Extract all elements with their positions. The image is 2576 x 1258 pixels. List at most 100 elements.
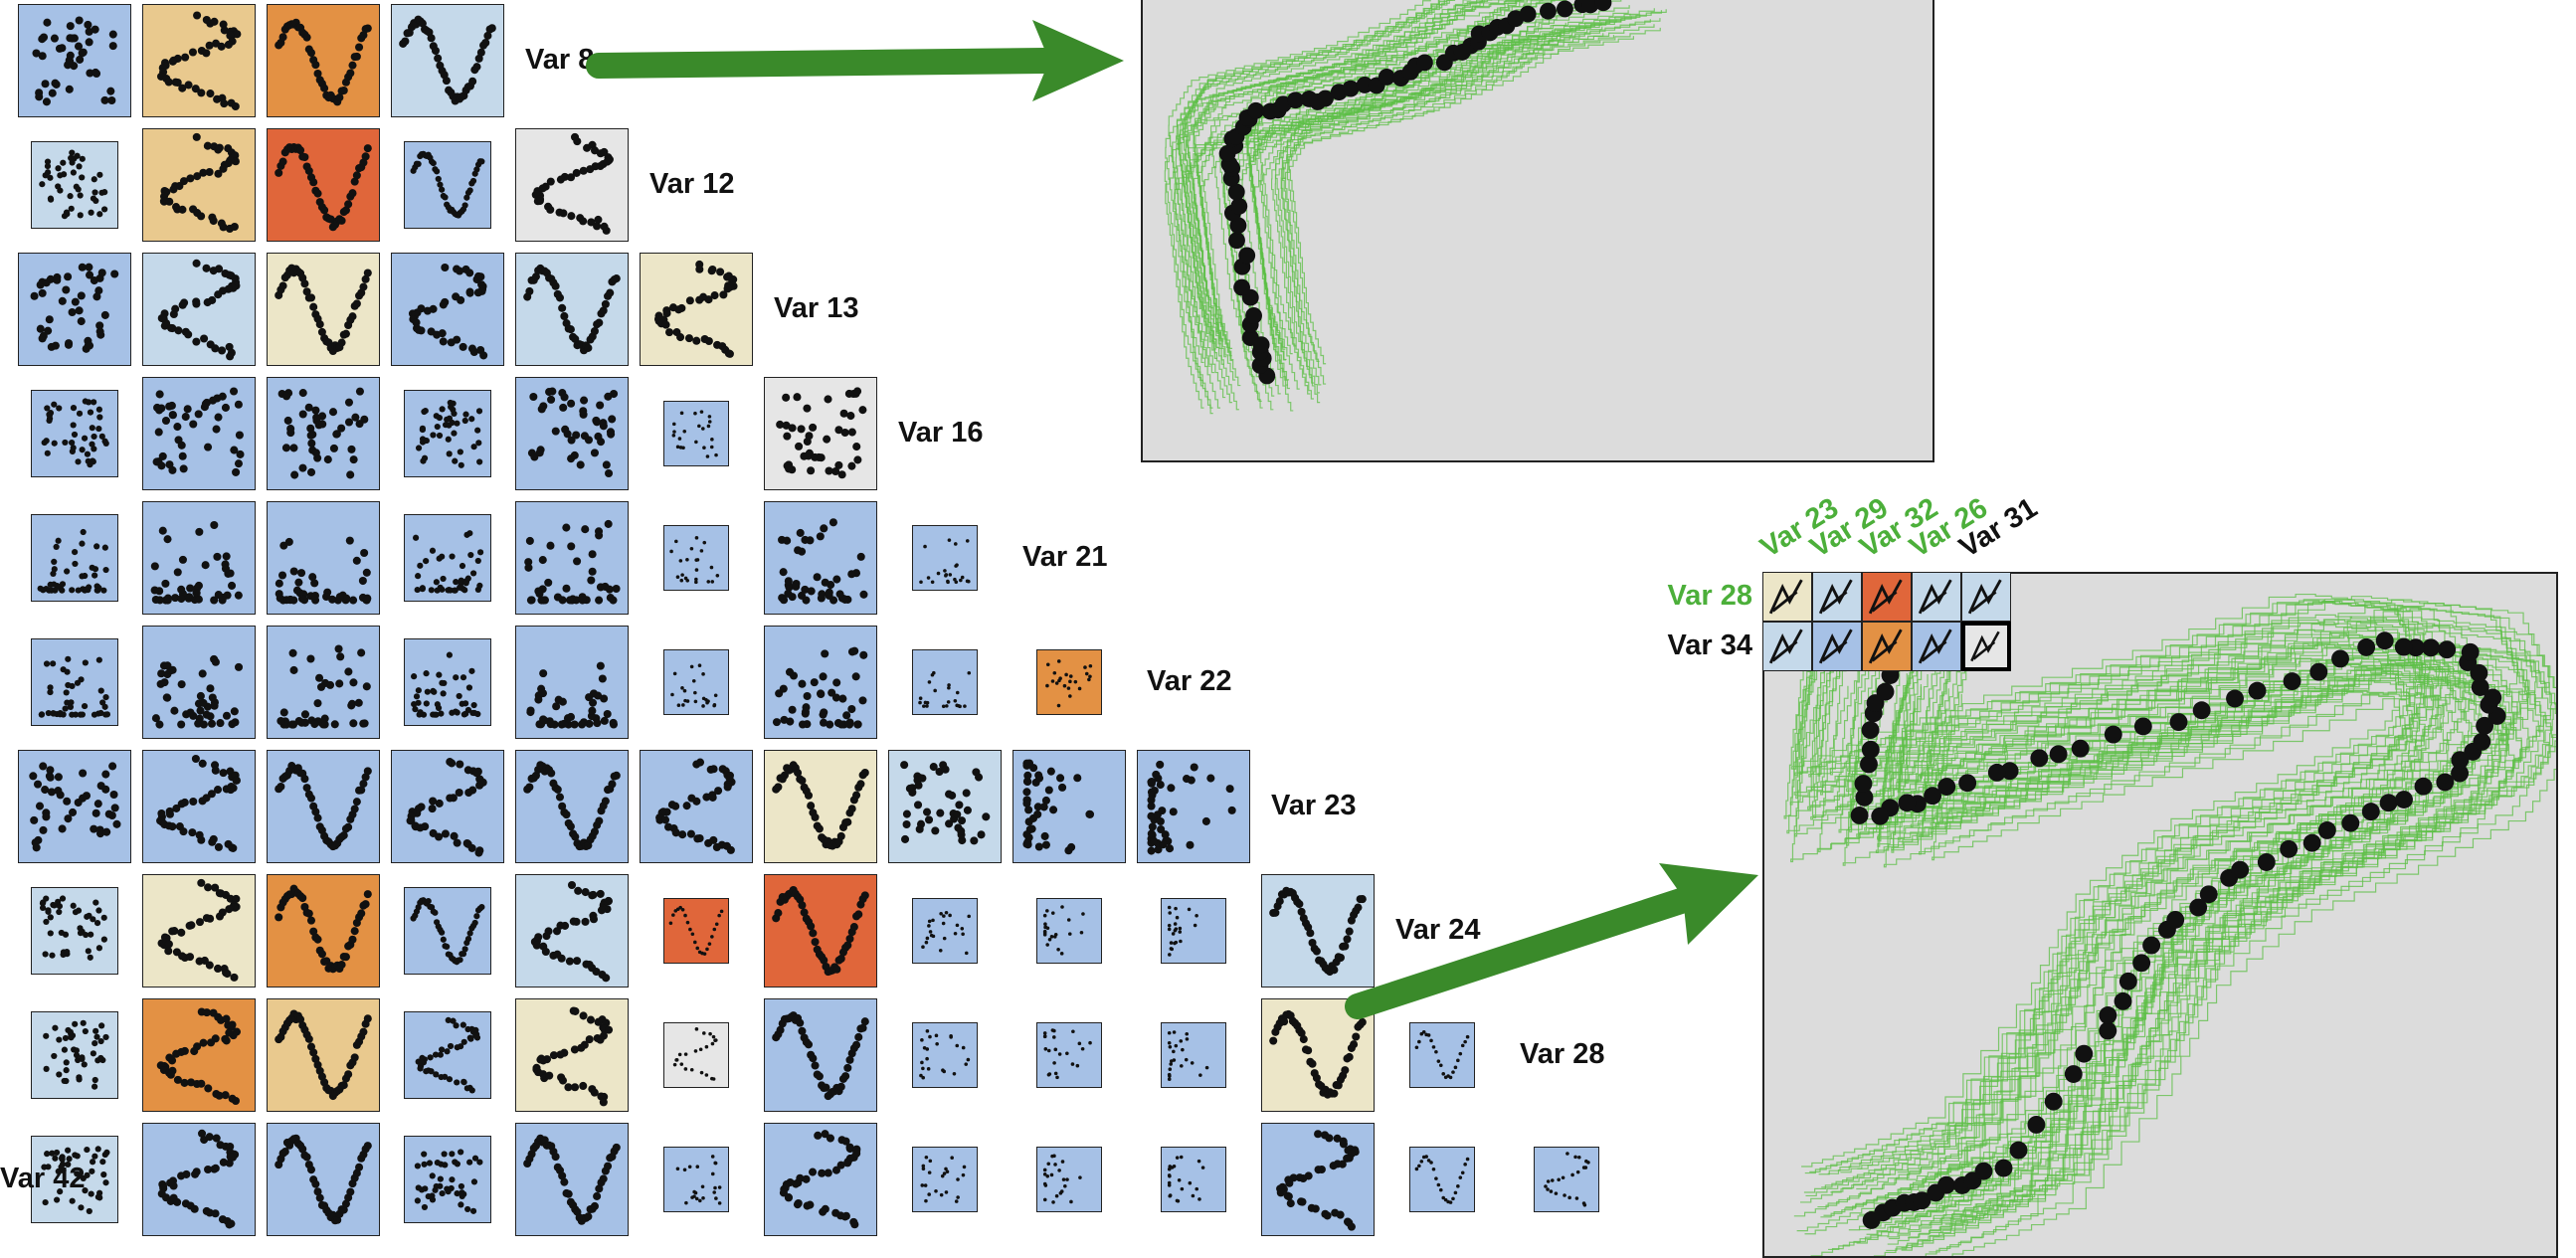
- matrix-cell[interactable]: [31, 1136, 118, 1223]
- matrix-cell[interactable]: [1036, 1022, 1102, 1088]
- matrix-cell[interactable]: [404, 1011, 491, 1099]
- matrix-cell[interactable]: [640, 750, 753, 863]
- matrix-cell[interactable]: [267, 626, 380, 739]
- matrix-cell[interactable]: [267, 128, 380, 242]
- matrix-cell[interactable]: [663, 649, 729, 715]
- matrix-cell[interactable]: [18, 253, 131, 366]
- matrix-cell[interactable]: [1409, 1147, 1475, 1212]
- matrix-cell[interactable]: [404, 1136, 491, 1223]
- matrix-cell[interactable]: [267, 253, 380, 366]
- matrix-cell[interactable]: [142, 4, 256, 117]
- matrix-cell[interactable]: [912, 898, 978, 964]
- matrix-cell[interactable]: [1036, 1147, 1102, 1212]
- mini-matrix-cell[interactable]: [1961, 572, 2011, 622]
- matrix-cell[interactable]: [1036, 649, 1102, 715]
- matrix-cell[interactable]: [1012, 750, 1126, 863]
- matrix-cell[interactable]: [267, 4, 380, 117]
- matrix-cell[interactable]: [764, 998, 877, 1112]
- matrix-cell[interactable]: [663, 898, 729, 964]
- matrix-cell[interactable]: [1161, 898, 1226, 964]
- mini-matrix-cell[interactable]: [1762, 572, 1812, 622]
- matrix-cell[interactable]: [391, 4, 504, 117]
- matrix-cell[interactable]: [912, 1147, 978, 1212]
- mini-matrix-cell[interactable]: [1862, 572, 1912, 622]
- matrix-cell[interactable]: [31, 887, 118, 975]
- matrix-cell[interactable]: [142, 253, 256, 366]
- matrix-cell[interactable]: [142, 501, 256, 615]
- matrix-cell[interactable]: [515, 874, 629, 988]
- matrix-cell[interactable]: [515, 128, 629, 242]
- matrix-cell[interactable]: [640, 253, 753, 366]
- mini-matrix-cell[interactable]: [1762, 622, 1812, 671]
- matrix-cell[interactable]: [663, 525, 729, 591]
- matrix-cell[interactable]: [142, 1123, 256, 1236]
- matrix-cell[interactable]: [1161, 1022, 1226, 1088]
- cell-plot: [276, 644, 371, 729]
- matrix-cell[interactable]: [142, 377, 256, 490]
- mini-matrix-cell[interactable]: [1912, 622, 1961, 671]
- matrix-cell[interactable]: [404, 638, 491, 726]
- matrix-cell[interactable]: [764, 750, 877, 863]
- matrix-cell[interactable]: [1261, 874, 1375, 988]
- matrix-cell[interactable]: [404, 141, 491, 229]
- matrix-cell[interactable]: [31, 1011, 118, 1099]
- data-point: [692, 940, 697, 945]
- matrix-cell[interactable]: [267, 501, 380, 615]
- matrix-cell[interactable]: [663, 1022, 729, 1088]
- matrix-cell[interactable]: [912, 525, 978, 591]
- matrix-cell[interactable]: [764, 874, 877, 988]
- matrix-cell[interactable]: [515, 1123, 629, 1236]
- matrix-cell[interactable]: [142, 998, 256, 1112]
- cell-plot: [41, 1146, 110, 1215]
- matrix-cell[interactable]: [764, 377, 877, 490]
- matrix-cell[interactable]: [404, 390, 491, 477]
- matrix-cell[interactable]: [267, 998, 380, 1112]
- matrix-cell[interactable]: [267, 1123, 380, 1236]
- matrix-cell[interactable]: [663, 1147, 729, 1212]
- matrix-cell[interactable]: [912, 1022, 978, 1088]
- matrix-cell[interactable]: [142, 626, 256, 739]
- matrix-cell[interactable]: [142, 874, 256, 988]
- matrix-cell[interactable]: [18, 4, 131, 117]
- matrix-cell[interactable]: [912, 649, 978, 715]
- matrix-cell[interactable]: [18, 750, 131, 863]
- matrix-cell[interactable]: [267, 377, 380, 490]
- matrix-cell[interactable]: [764, 626, 877, 739]
- matrix-cell[interactable]: [1161, 1147, 1226, 1212]
- matrix-cell[interactable]: [764, 501, 877, 615]
- matrix-cell[interactable]: [404, 514, 491, 602]
- matrix-cell[interactable]: [515, 377, 629, 490]
- matrix-cell[interactable]: [142, 128, 256, 242]
- mini-matrix-cell[interactable]: [1812, 572, 1862, 622]
- matrix-cell[interactable]: [31, 514, 118, 602]
- matrix-cell[interactable]: [1534, 1147, 1599, 1212]
- matrix-cell[interactable]: [515, 253, 629, 366]
- mini-matrix-cell[interactable]: [1961, 622, 2011, 671]
- matrix-cell[interactable]: [888, 750, 1002, 863]
- matrix-cell[interactable]: [404, 887, 491, 975]
- matrix-cell[interactable]: [663, 401, 729, 466]
- matrix-cell[interactable]: [31, 390, 118, 477]
- matrix-cell[interactable]: [515, 998, 629, 1112]
- matrix-cell[interactable]: [267, 750, 380, 863]
- matrix-cell[interactable]: [1261, 998, 1375, 1112]
- matrix-cell[interactable]: [515, 750, 629, 863]
- matrix-cell[interactable]: [1036, 898, 1102, 964]
- matrix-cell[interactable]: [1261, 1123, 1375, 1236]
- matrix-cell[interactable]: [142, 750, 256, 863]
- mini-matrix-cell[interactable]: [1812, 622, 1862, 671]
- matrix-cell[interactable]: [31, 638, 118, 726]
- mini-matrix-cell[interactable]: [1862, 622, 1912, 671]
- data-point: [475, 781, 484, 790]
- matrix-cell[interactable]: [31, 141, 118, 229]
- matrix-cell[interactable]: [764, 1123, 877, 1236]
- matrix-cell[interactable]: [515, 626, 629, 739]
- matrix-cell[interactable]: [515, 501, 629, 615]
- matrix-cell[interactable]: [267, 874, 380, 988]
- mini-matrix-cell[interactable]: [1912, 572, 1961, 622]
- matrix-cell[interactable]: [1409, 1022, 1475, 1088]
- matrix-cell[interactable]: [391, 253, 504, 366]
- matrix-cell[interactable]: [391, 750, 504, 863]
- matrix-cell[interactable]: [1137, 750, 1250, 863]
- data-point: [415, 573, 422, 580]
